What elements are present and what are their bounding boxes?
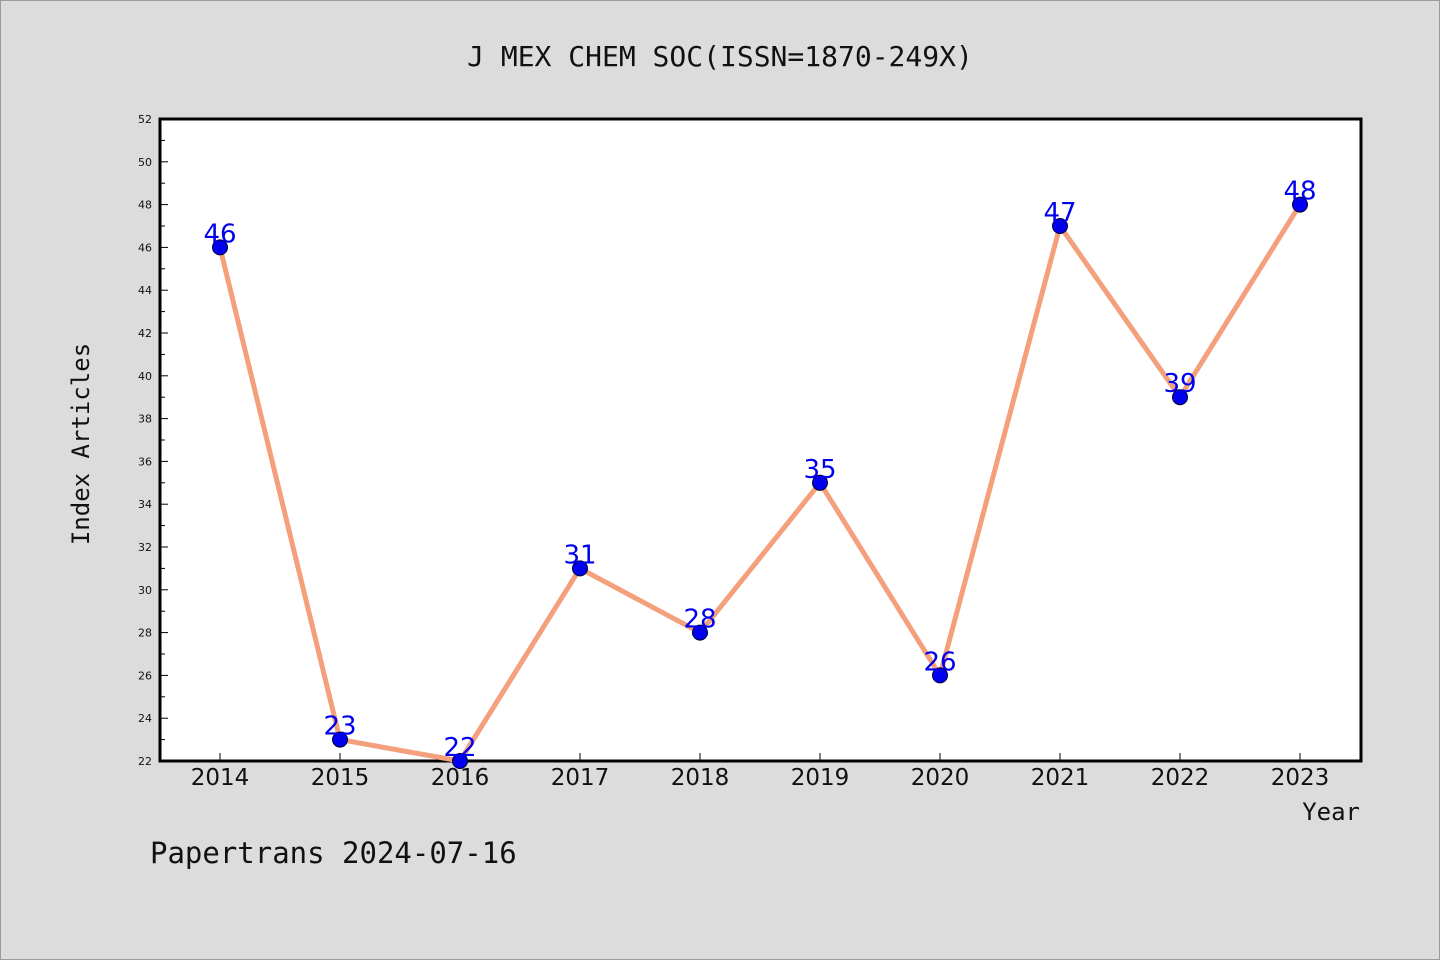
data-point [932, 667, 948, 684]
y-tick-label: 40 [138, 370, 152, 383]
data-point [1292, 196, 1308, 213]
data-label: 48 [1283, 177, 1316, 207]
plot-area [158, 117, 1363, 763]
series-layer: 46 23 22 31 28 35 26 47 39 48 [203, 177, 1317, 769]
x-tick-label: 2022 [1151, 765, 1210, 791]
data-point [1172, 389, 1188, 406]
y-tick-label: 50 [138, 156, 152, 169]
data-point [812, 474, 828, 491]
y-tick-label: 52 [138, 113, 152, 126]
data-label: 31 [563, 540, 596, 570]
data-point [212, 239, 228, 256]
data-label: 46 [203, 219, 236, 249]
data-point [332, 731, 348, 748]
y-tick-label: 24 [138, 712, 152, 725]
data-label: 26 [923, 647, 956, 677]
y-axis: 22 24 26 28 30 32 34 36 38 40 42 44 46 48 50 52 [138, 113, 168, 768]
y-tick-label: 32 [138, 541, 152, 554]
x-tick-label: 2019 [791, 765, 850, 791]
x-axis-label: Year [1302, 798, 1360, 826]
data-label: 28 [683, 605, 716, 635]
data-label: 22 [443, 733, 476, 763]
x-tick-label: 2016 [431, 765, 490, 791]
y-tick-label: 42 [138, 327, 152, 340]
x-axis: 2014 2015 2016 2017 2018 2019 2020 2021 2022 2023 [191, 753, 1330, 791]
y-tick-label: 26 [138, 669, 152, 682]
y-tick-label: 46 [138, 241, 152, 254]
data-point [452, 753, 468, 769]
data-label: 35 [803, 455, 836, 485]
footer-credit: Papertrans 2024-07-16 [150, 836, 517, 870]
x-tick-label: 2014 [191, 765, 250, 791]
y-tick-label: 34 [138, 498, 152, 511]
x-tick-label: 2020 [911, 765, 970, 791]
y-tick-label: 22 [138, 755, 152, 768]
x-tick-label: 2018 [671, 765, 730, 791]
chart-title: J MEX CHEM SOC(ISSN=1870-249X) [467, 40, 973, 73]
y-tick-label: 38 [138, 413, 152, 426]
y-axis-label: Index Articles [67, 343, 95, 545]
data-point [692, 624, 708, 641]
data-label: 39 [1163, 369, 1196, 399]
x-tick-label: 2015 [311, 765, 370, 791]
y-tick-label: 44 [138, 284, 152, 297]
x-tick-label: 2023 [1271, 765, 1330, 791]
data-label: 23 [323, 712, 356, 742]
data-point [572, 560, 588, 577]
y-tick-label: 30 [138, 584, 152, 597]
data-label: 47 [1043, 198, 1076, 228]
x-tick-label: 2021 [1031, 765, 1090, 791]
series-line [217, 202, 1303, 764]
y-tick-label: 48 [138, 199, 152, 212]
y-tick-label: 36 [138, 455, 152, 468]
data-point [1052, 218, 1068, 234]
y-tick-label: 28 [138, 627, 152, 640]
x-tick-label: 2017 [551, 765, 610, 791]
